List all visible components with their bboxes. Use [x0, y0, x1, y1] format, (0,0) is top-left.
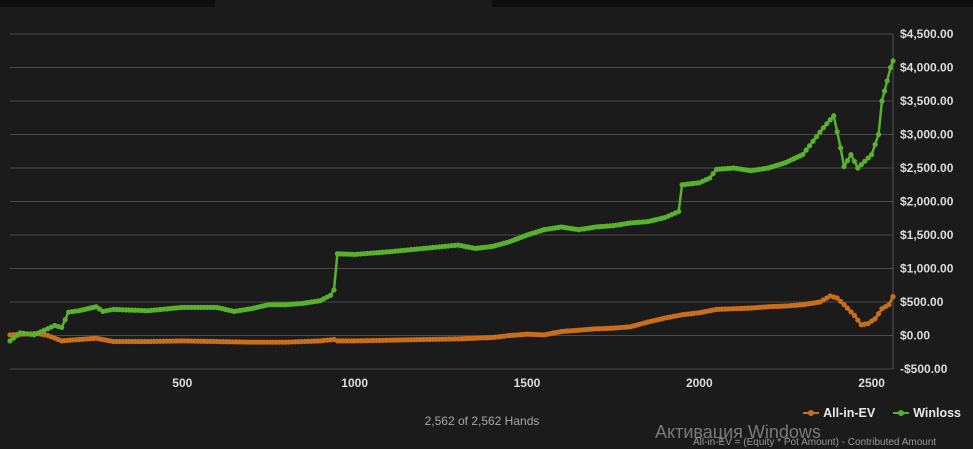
legend-item-all-in-ev[interactable]: All-in-EV [803, 406, 875, 420]
y-tick-label-9: $4,000.00 [900, 61, 954, 75]
data-point-winloss [827, 117, 833, 123]
chart-legend: All-in-EV Winloss [803, 406, 961, 420]
data-point-all-in-ev [851, 312, 857, 318]
top-bar-left [0, 0, 215, 7]
data-point-winloss [820, 125, 826, 131]
x-tick-label-3: 2000 [686, 376, 713, 390]
data-point-all-in-ev [848, 309, 854, 315]
data-point-winloss [806, 143, 813, 149]
y-tick-label-7: $3,000.00 [900, 128, 954, 142]
data-point-winloss [869, 152, 875, 158]
legend-swatch-all-in-ev [803, 408, 820, 418]
top-bar-right [492, 0, 973, 7]
data-point-winloss [707, 175, 713, 181]
data-point-winloss [710, 171, 716, 177]
y-tick-label-2: $500.00 [900, 295, 944, 309]
legend-item-winloss[interactable]: Winloss [893, 406, 961, 420]
data-point-all-in-ev [838, 298, 844, 304]
y-tick-label-0: -$500.00 [900, 362, 948, 376]
series-markers-all-in-ev [7, 293, 896, 345]
windows-activation-watermark: Активация Windows [655, 422, 821, 442]
data-point-winloss [879, 98, 885, 104]
y-axis-ticks: -$500.00 $0.00 $500.00 $1,000.00 $1,500.00 $2… [900, 27, 954, 376]
data-point-winloss [813, 134, 820, 140]
data-point-winloss [875, 131, 882, 138]
series-markers-winloss [7, 58, 896, 344]
data-point-winloss [800, 152, 806, 158]
y-tick-label-4: $1,500.00 [900, 228, 954, 242]
legend-label-all-in-ev: All-in-EV [823, 406, 876, 420]
data-point-all-in-ev [890, 294, 896, 300]
data-point-winloss [327, 292, 334, 298]
x-axis-ticks: 500 1000 1500 2000 2500 [172, 376, 885, 390]
data-point-all-in-ev [872, 316, 878, 322]
data-point-winloss [331, 287, 337, 293]
series-line-winloss [9, 60, 895, 342]
data-point-winloss [862, 158, 868, 164]
data-point-winloss [834, 129, 840, 135]
data-point-winloss [884, 78, 890, 84]
data-point-all-in-ev [834, 295, 840, 301]
data-point-winloss [838, 145, 844, 151]
x-tick-label-2: 1500 [514, 376, 541, 390]
y-tick-label-1: $0.00 [900, 329, 930, 343]
data-point-winloss [865, 155, 871, 161]
line-chart: 500 1000 1500 2000 2500 -$500.00 $0.00 $500.00… [7, 27, 954, 390]
data-point-all-in-ev [875, 311, 882, 317]
data-point-winloss [676, 208, 682, 215]
data-point-winloss [817, 129, 823, 135]
data-point-all-in-ev [886, 302, 892, 308]
data-point-winloss [841, 164, 847, 170]
series-layer [7, 58, 896, 345]
data-point-winloss [848, 152, 854, 158]
y-tick-label-8: $3,500.00 [900, 94, 954, 108]
data-point-all-in-ev [844, 305, 851, 311]
x-tick-label-1: 1000 [341, 376, 368, 390]
y-tick-label-5: $2,000.00 [900, 195, 954, 209]
data-point-winloss [844, 158, 851, 164]
y-tick-label-6: $2,500.00 [900, 161, 954, 175]
data-point-winloss [872, 141, 878, 148]
y-tick-label-3: $1,000.00 [900, 262, 954, 276]
hands-count-caption: 2,562 of 2,562 Hands [424, 414, 540, 428]
data-point-all-in-ev [841, 302, 847, 308]
data-point-winloss [824, 121, 830, 127]
data-point-all-in-ev [855, 317, 861, 323]
legend-swatch-winloss [893, 408, 910, 418]
data-point-winloss [851, 158, 857, 164]
data-point-winloss [881, 88, 888, 94]
all-in-ev-formula: All-in-EV = (Equity * Pot Amount) - Cont… [693, 437, 937, 448]
x-tick-label-4: 2500 [858, 376, 885, 390]
data-point-winloss [62, 317, 68, 323]
data-point-winloss [810, 138, 816, 144]
y-tick-label-10: $4,500.00 [900, 27, 954, 41]
data-point-winloss [855, 165, 861, 171]
grid-lines [10, 33, 894, 370]
data-point-winloss [831, 113, 837, 119]
data-point-winloss [887, 64, 894, 71]
data-point-winloss [59, 324, 65, 331]
data-point-winloss [858, 162, 864, 168]
data-point-winloss [803, 147, 809, 153]
data-point-winloss [890, 58, 896, 64]
legend-label-winloss: Winloss [913, 406, 961, 420]
x-tick-label-0: 500 [172, 376, 192, 390]
